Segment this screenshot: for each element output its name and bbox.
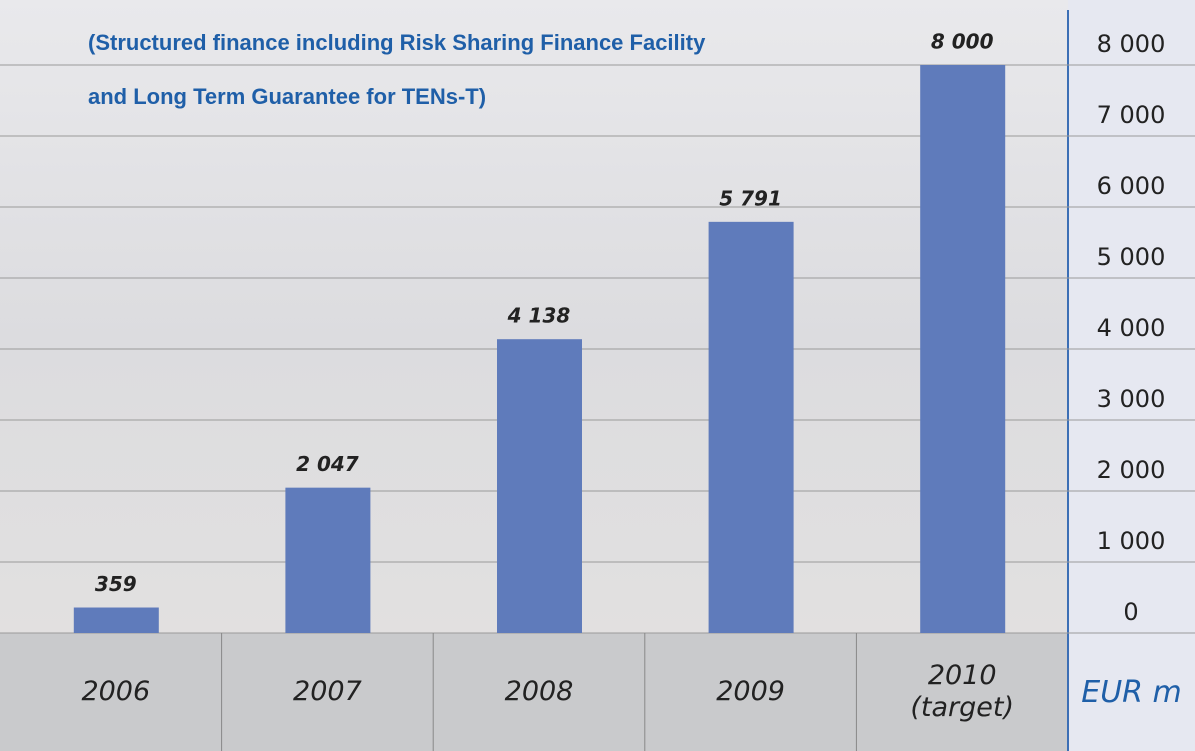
y-tick-label: 0 — [1123, 598, 1138, 626]
y-tick-label: 6 000 — [1097, 172, 1166, 200]
bar — [920, 65, 1006, 633]
value-label: 5 791 — [719, 186, 782, 210]
bar — [285, 487, 371, 633]
x-tick-label: 2009 — [716, 675, 785, 707]
x-tick-label: 2008 — [504, 675, 574, 707]
y-tick-label: 4 000 — [1097, 314, 1166, 342]
y-tick-label: 5 000 — [1097, 243, 1166, 271]
category-band — [0, 633, 1068, 751]
y-tick-label: 7 000 — [1097, 101, 1166, 129]
x-tick-label: 2010 (target) — [910, 659, 1014, 723]
axis-panel — [1068, 0, 1195, 751]
y-axis-label: EUR m — [1081, 674, 1182, 710]
x-tick-label: 2006 — [81, 675, 151, 707]
x-tick-label: 2007 — [293, 675, 362, 707]
bar — [497, 339, 582, 633]
bar — [708, 221, 794, 634]
value-label: 4 138 — [507, 304, 571, 328]
value-label: 8 000 — [931, 30, 994, 54]
value-label: 2 047 — [296, 452, 359, 476]
y-tick-label: 2 000 — [1097, 456, 1166, 484]
title-line: and Long Term Guarantee for TENs-T) — [88, 84, 487, 109]
y-tick-label: 1 000 — [1097, 527, 1166, 555]
title-line: (Structured finance including Risk Shari… — [88, 30, 706, 55]
bar — [73, 607, 159, 633]
y-tick-label: 3 000 — [1097, 385, 1166, 413]
value-label: 359 — [95, 572, 137, 596]
y-tick-label: 8 000 — [1097, 30, 1166, 58]
